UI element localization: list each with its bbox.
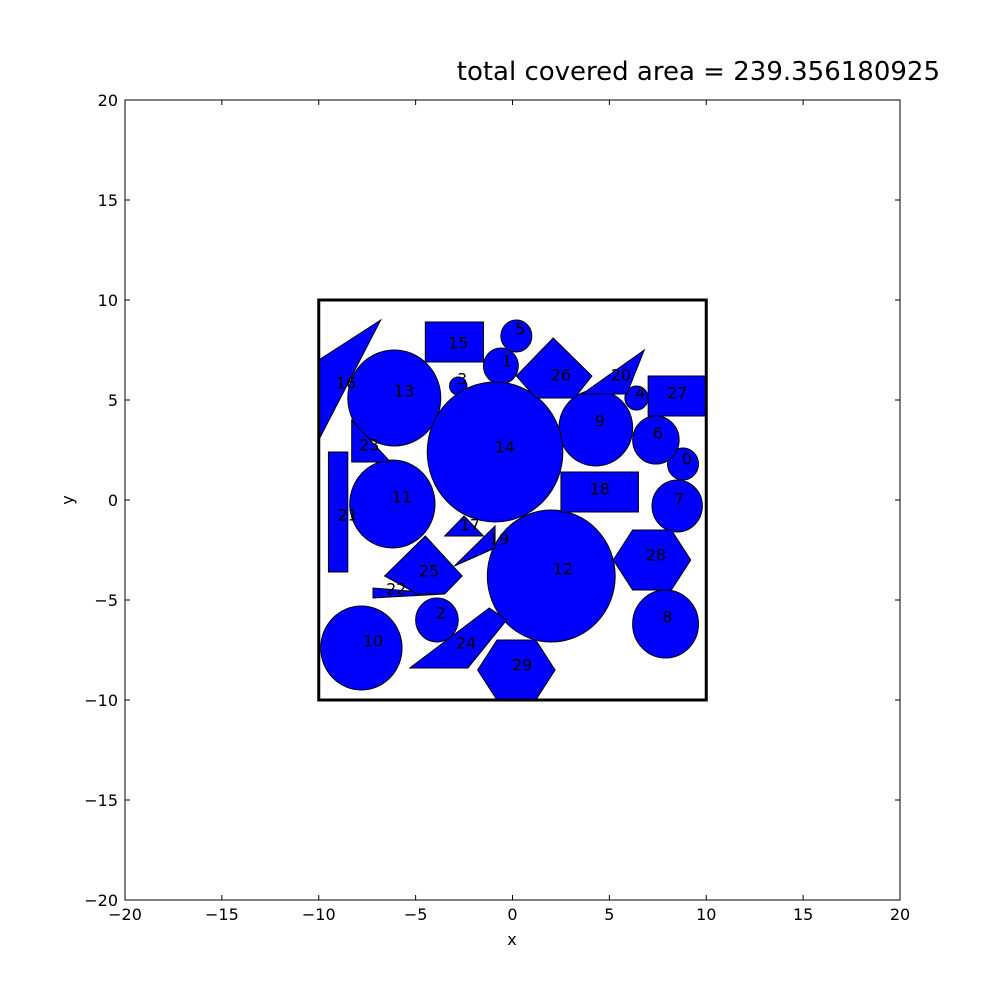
shape-label-1: 1 [502, 352, 512, 371]
shape-label-23: 23 [359, 436, 379, 455]
shape-label-26: 26 [551, 366, 571, 385]
shape-0 [667, 447, 699, 481]
shape-label-18: 18 [590, 480, 610, 499]
shape-24 [408, 607, 508, 669]
shape-label-16: 16 [336, 374, 356, 393]
y-tick-label: 10 [98, 291, 118, 310]
shape-17 [443, 515, 485, 537]
shape-label-20: 20 [611, 366, 631, 385]
x-tick-label: 0 [507, 905, 517, 924]
x-tick-label: 15 [793, 905, 813, 924]
shape-label-0: 0 [682, 450, 692, 469]
shape-label-21: 21 [338, 506, 358, 525]
y-tick-label: −5 [94, 591, 118, 610]
shape-label-11: 11 [392, 488, 412, 507]
y-tick-label: −20 [84, 891, 118, 910]
y-axis-label: y [58, 495, 77, 504]
shape-label-9: 9 [595, 412, 605, 431]
shape-20 [580, 348, 646, 395]
shape-18 [560, 471, 639, 513]
shape-label-8: 8 [662, 608, 672, 627]
shape-label-2: 2 [436, 604, 446, 623]
shape-7 [651, 479, 703, 533]
shape-label-13: 13 [394, 382, 414, 401]
x-tick-label: −20 [108, 905, 142, 924]
x-tick-label: −15 [205, 905, 239, 924]
shape-11 [349, 459, 436, 549]
shape-label-4: 4 [635, 384, 645, 403]
shape-10 [320, 605, 403, 691]
shape-26 [515, 337, 593, 399]
shape-label-19: 19 [489, 530, 509, 549]
shape-label-5: 5 [515, 320, 525, 339]
shape-28 [612, 529, 692, 591]
shape-22 [372, 587, 445, 599]
x-tick-label: 5 [604, 905, 614, 924]
shape-15 [424, 321, 484, 363]
shape-label-10: 10 [363, 632, 383, 651]
shape-label-15: 15 [448, 334, 468, 353]
shape-25 [383, 535, 463, 595]
shape-label-12: 12 [553, 560, 573, 579]
shape-label-14: 14 [495, 438, 515, 457]
shape-label-29: 29 [512, 656, 532, 675]
shape-label-27: 27 [667, 384, 687, 403]
shape-label-22: 22 [386, 580, 406, 599]
shape-label-24: 24 [456, 634, 476, 653]
plot-area: 0123456789101112131415161718192021222324… [317, 298, 708, 702]
y-tick-label: 20 [98, 91, 118, 110]
shape-label-25: 25 [419, 562, 439, 581]
shape-label-3: 3 [457, 370, 467, 389]
x-axis-label: x [507, 930, 516, 949]
y-tick-label: −10 [84, 691, 118, 710]
y-tick-label: 5 [108, 391, 118, 410]
x-tick-label: −5 [404, 905, 428, 924]
shape-12 [486, 509, 616, 643]
shape-label-17: 17 [460, 516, 480, 535]
shape-13 [347, 349, 442, 447]
shape-label-7: 7 [674, 490, 684, 509]
y-tick-label: −15 [84, 791, 118, 810]
shape-19 [454, 524, 496, 567]
shape-2 [415, 597, 459, 643]
chart-title: total covered area = 239.356180925 [457, 57, 940, 87]
x-tick-label: −10 [302, 905, 336, 924]
y-tick-label: 15 [98, 191, 118, 210]
shape-14 [426, 381, 564, 523]
x-tick-label: 20 [890, 905, 910, 924]
x-tick-label: 10 [696, 905, 716, 924]
shape-21 [327, 451, 349, 573]
shape-label-28: 28 [646, 546, 666, 565]
y-tick-label: 0 [108, 491, 118, 510]
shape-label-6: 6 [653, 424, 663, 443]
container-square [317, 298, 708, 702]
shape-5 [500, 319, 533, 353]
shape-23 [351, 418, 392, 463]
